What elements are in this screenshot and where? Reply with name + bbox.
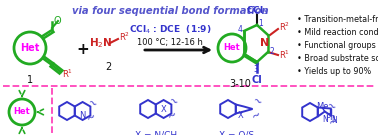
Text: ~: ~ (327, 115, 340, 128)
Text: Cl: Cl (252, 75, 262, 85)
Text: ~: ~ (85, 111, 98, 125)
Text: X: X (238, 112, 243, 121)
Text: CCl$_4$ : DCE  (1:9): CCl$_4$ : DCE (1:9) (129, 24, 211, 36)
Text: • Mild reaction condition: • Mild reaction condition (297, 28, 378, 37)
Text: Me: Me (316, 102, 329, 111)
Text: ~: ~ (166, 109, 179, 123)
Circle shape (14, 32, 46, 64)
Text: • Transition-metal-free: • Transition-metal-free (297, 15, 378, 24)
Text: 1: 1 (258, 18, 263, 28)
Text: R$^1$: R$^1$ (62, 68, 73, 80)
Text: R$^2$: R$^2$ (119, 31, 130, 43)
Text: X: X (161, 104, 166, 114)
Text: 3-10: 3-10 (229, 79, 251, 89)
Circle shape (9, 99, 35, 125)
Text: • Broad substrate scope: • Broad substrate scope (297, 54, 378, 63)
Text: 1: 1 (27, 75, 33, 85)
Text: ~: ~ (250, 109, 263, 123)
Text: X = N/CH: X = N/CH (135, 131, 177, 135)
Text: N: N (260, 38, 270, 48)
Text: Het: Het (14, 107, 30, 117)
Text: ~: ~ (324, 101, 337, 114)
Text: 100 °C; 12-16 h: 100 °C; 12-16 h (137, 38, 203, 48)
Text: ~: ~ (250, 95, 263, 109)
Text: N: N (331, 116, 336, 125)
Text: X = O/S: X = O/S (220, 131, 254, 135)
Text: 3: 3 (254, 65, 259, 74)
Text: Ph: Ph (325, 113, 336, 122)
Circle shape (218, 34, 246, 62)
Text: R$^1$: R$^1$ (279, 49, 290, 61)
Text: Het: Het (224, 43, 240, 53)
Text: • Yields up to 90%: • Yields up to 90% (297, 67, 371, 76)
Text: 4: 4 (238, 24, 243, 33)
Text: 2: 2 (105, 62, 111, 72)
Text: Het: Het (20, 43, 40, 53)
Text: O: O (53, 16, 60, 26)
Text: • Functional groups tolerance: • Functional groups tolerance (297, 41, 378, 50)
Text: CCl$_3$: CCl$_3$ (246, 5, 268, 17)
Text: via four sequential bond formation: via four sequential bond formation (72, 6, 268, 16)
Text: R$^2$: R$^2$ (279, 21, 290, 33)
Text: +: + (77, 43, 89, 58)
Text: N: N (322, 115, 328, 124)
Text: ~: ~ (166, 95, 179, 109)
Text: H$_2$N: H$_2$N (89, 36, 113, 50)
Text: N: N (79, 112, 86, 121)
Text: ~: ~ (85, 97, 98, 111)
Text: 2: 2 (270, 48, 275, 57)
